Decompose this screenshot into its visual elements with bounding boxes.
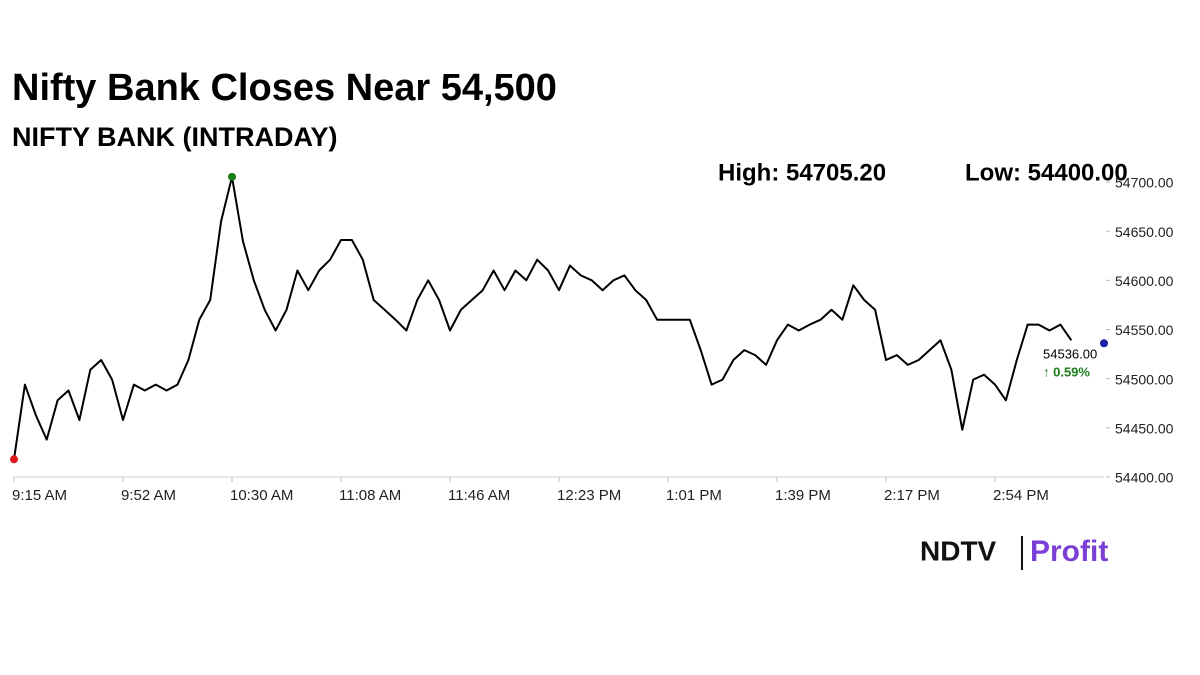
x-tick-label: 1:01 PM xyxy=(666,487,722,504)
chart-title: Nifty Bank Closes Near 54,500 xyxy=(12,67,557,109)
x-tick-label: 2:17 PM xyxy=(884,487,940,504)
logo-right: Profit xyxy=(1030,535,1108,568)
y-tick-label: 54400.00 xyxy=(1115,470,1174,486)
x-tick-label: 9:15 AM xyxy=(12,487,67,504)
x-tick-label: 11:46 AM xyxy=(448,487,510,504)
price-line xyxy=(14,177,1104,459)
y-tick-label: 54650.00 xyxy=(1115,224,1174,240)
y-tick-label: 54450.00 xyxy=(1115,421,1174,437)
low-label: Low: 54400.00 xyxy=(965,159,1128,186)
chart-subtitle: NIFTY BANK (INTRADAY) xyxy=(12,122,338,152)
change-label: ↑ 0.59% xyxy=(1043,364,1090,379)
x-tick-label: 11:08 AM xyxy=(339,487,401,504)
y-tick-label: 54550.00 xyxy=(1115,322,1174,338)
high-marker xyxy=(228,172,236,181)
y-tick-label: 54500.00 xyxy=(1115,371,1174,387)
logo-left: NDTV xyxy=(920,535,997,566)
x-tick-label: 10:30 AM xyxy=(230,487,293,504)
x-tick-label: 12:23 PM xyxy=(557,487,621,504)
y-tick-label: 54700.00 xyxy=(1115,175,1174,191)
last-value-label: 54536.00 xyxy=(1043,346,1097,361)
low-marker xyxy=(10,455,18,464)
x-tick-label: 2:54 PM xyxy=(993,487,1049,504)
x-tick-label: 1:39 PM xyxy=(775,487,831,504)
high-label: High: 54705.20 xyxy=(718,159,886,186)
last-marker xyxy=(1100,339,1108,348)
x-tick-label: 9:52 AM xyxy=(121,487,176,504)
y-tick-label: 54600.00 xyxy=(1115,273,1174,289)
